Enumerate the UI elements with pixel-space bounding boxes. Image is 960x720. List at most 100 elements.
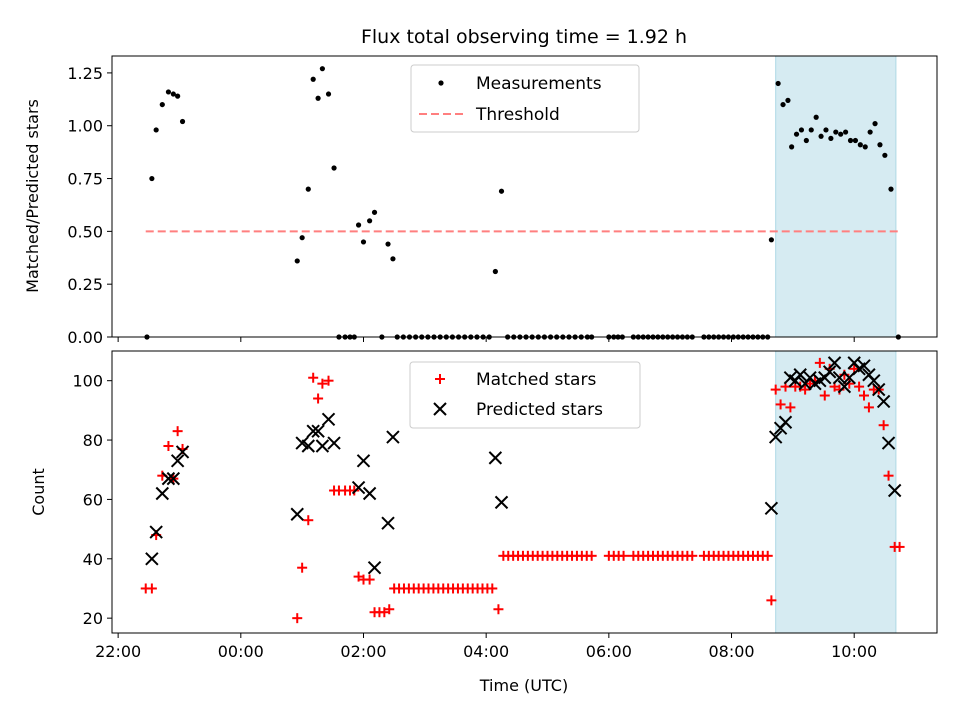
- predicted-star-point: [356, 454, 371, 468]
- bot-y-tick-label: 40: [83, 550, 103, 569]
- measurement-point: [843, 129, 849, 135]
- measurement-point: [153, 127, 159, 133]
- matched-star-point: [687, 550, 698, 561]
- top-y-tick-label: 1.25: [67, 64, 103, 83]
- matched-star-point: [766, 595, 777, 606]
- matched-star-point: [586, 550, 597, 561]
- measurement-point: [818, 133, 824, 139]
- legend-threshold-label: Threshold: [475, 105, 560, 125]
- measurement-point: [833, 129, 839, 135]
- measurement-point: [175, 93, 181, 99]
- predicted-star-point: [145, 552, 159, 566]
- measurement-point: [149, 175, 155, 182]
- matched-star-point: [364, 574, 375, 585]
- top-y-tick-label: 0.75: [67, 170, 103, 189]
- measurement-point: [331, 165, 337, 171]
- measurement-point: [798, 127, 805, 133]
- matched-star-point: [762, 550, 773, 561]
- top-plot-frame: [111, 55, 938, 338]
- matched-star-point: [770, 384, 781, 395]
- measurement-point: [165, 89, 172, 95]
- measurement-point: [882, 152, 888, 158]
- top-legend: Measurements Threshold: [410, 64, 640, 133]
- measurement-point: [785, 97, 791, 103]
- predicted-star-point: [768, 430, 783, 444]
- measurement-point: [808, 127, 814, 133]
- predicted-star-point: [315, 439, 330, 453]
- measurement-point: [325, 91, 332, 97]
- measurement-point: [294, 258, 300, 264]
- predicted-star-point: [876, 394, 891, 409]
- measurement-point: [888, 186, 894, 192]
- top-y-tick-label: 0.25: [67, 275, 103, 294]
- matched-star-point: [800, 384, 811, 395]
- predicted-star-point: [381, 516, 395, 530]
- bot-y-tick-label: 100: [72, 372, 103, 391]
- predicted-star-point: [327, 436, 341, 450]
- predicted-star-point: [301, 439, 315, 453]
- matched-star-point: [163, 440, 174, 451]
- measurement-point: [159, 101, 165, 108]
- legend-matched-marker: [435, 374, 445, 384]
- predicted-star-point: [149, 525, 163, 539]
- matched-star-point: [323, 375, 334, 386]
- predicted-star-point: [166, 471, 181, 486]
- predicted-star-point: [867, 373, 881, 388]
- measurement-point: [385, 241, 391, 247]
- top-y-tick-label: 0.50: [67, 222, 103, 241]
- matched-star-point: [854, 381, 865, 392]
- measurement-point: [872, 121, 878, 127]
- predicted-star-point: [362, 486, 377, 501]
- matched-star-point: [859, 390, 870, 401]
- measurement-point: [371, 209, 378, 215]
- measurement-point: [390, 256, 396, 262]
- predicted-star-point: [161, 471, 176, 486]
- measurement-point: [838, 131, 844, 137]
- measurement-point: [847, 137, 854, 144]
- bottom-highlight-layer: [775, 350, 897, 634]
- top-panel: 0.00 0.25 0.50 0.75 1.00 1.25 Matched/Predict…: [23, 55, 938, 347]
- top-legend-box: [410, 64, 640, 133]
- measurement-point: [299, 235, 305, 241]
- predicted-star-point: [306, 424, 320, 438]
- predicted-star-point: [321, 412, 336, 426]
- bottom-y-axis-label: Count: [29, 468, 48, 516]
- predicted-star-point: [832, 371, 847, 385]
- matched-star-point: [814, 357, 825, 368]
- matched-star-point: [292, 613, 303, 624]
- predicted-star-point: [290, 507, 304, 521]
- matched-star-point: [785, 402, 796, 413]
- predicted-star-point: [881, 436, 896, 450]
- bot-x-tick-label: 22:00: [95, 642, 141, 661]
- matched-star-point: [172, 426, 183, 437]
- legend-predicted-label: Predicted stars: [476, 400, 603, 420]
- predicted-star-point: [822, 365, 837, 379]
- bot-y-tick-label: 80: [83, 431, 103, 450]
- measurement-point: [852, 137, 859, 144]
- measurement-point: [780, 101, 786, 108]
- matched-star-point: [878, 420, 889, 431]
- measurement-point: [823, 127, 829, 133]
- predicted-star-point: [386, 430, 400, 444]
- top-x-axis-ticks: [117, 337, 855, 342]
- measurement-point: [360, 239, 367, 245]
- bot-x-tick-label: 02:00: [340, 642, 386, 661]
- legend-matched-label: Matched stars: [476, 370, 596, 390]
- measurement-point: [498, 188, 505, 194]
- matched-star-point: [317, 378, 328, 389]
- bottom-panel: 20 40 60 80 100 22:00 00:00 02:00 04:00 06:00 08:…: [29, 350, 938, 695]
- matched-star-point: [775, 399, 786, 410]
- predicted-star-point: [311, 424, 325, 438]
- measurement-point: [492, 268, 498, 275]
- matched-star-point: [883, 470, 894, 481]
- bottom-y-axis: 20 40 60 80 100: [72, 372, 112, 628]
- predicted-star-point: [367, 560, 382, 575]
- predicted-star-point: [887, 483, 902, 498]
- measurement-point: [310, 76, 316, 82]
- matched-star-point: [303, 515, 314, 526]
- measurement-point: [768, 237, 774, 243]
- predicted-star-point: [170, 454, 185, 468]
- measurement-point: [179, 118, 186, 125]
- predicted-star-point: [351, 480, 366, 495]
